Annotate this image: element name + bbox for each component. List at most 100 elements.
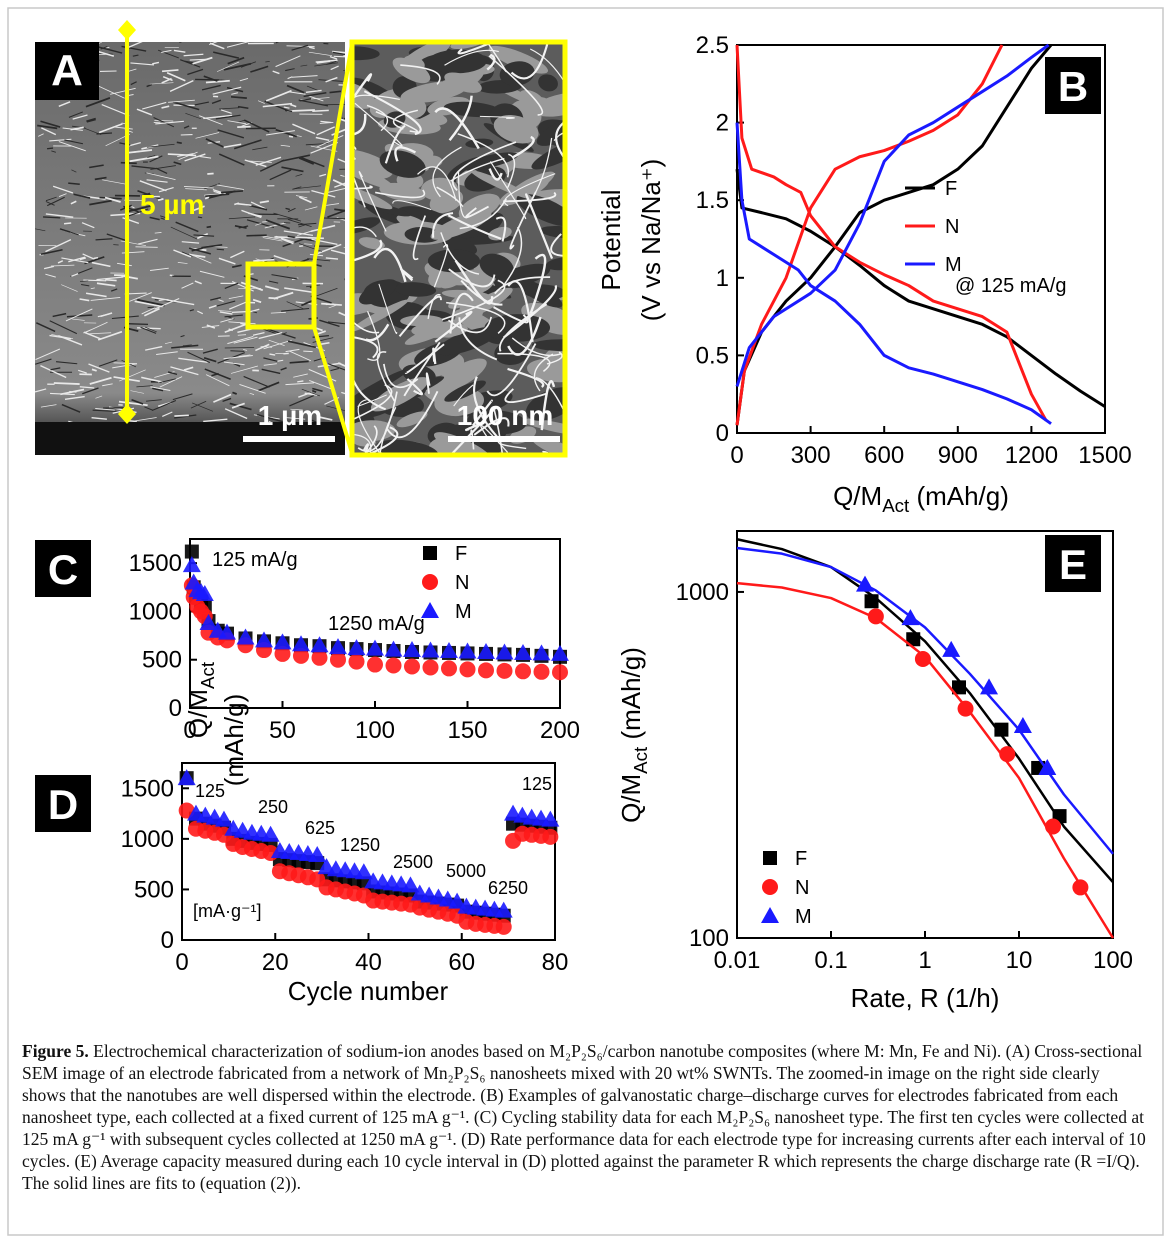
x-tick-label: 20 (262, 949, 289, 976)
legend-label-part: M (945, 254, 962, 276)
y-axis-label: Q/MAct (mAh/g) (616, 647, 651, 823)
marker (868, 608, 884, 624)
y-tick-label: 100 (689, 925, 729, 952)
fiber (276, 31, 303, 43)
legend-label-part: N (795, 877, 809, 899)
fiber (47, 148, 53, 149)
y-tick-label: 500 (142, 647, 182, 674)
marker (980, 678, 998, 694)
x-axis-label-part: Act (882, 495, 910, 516)
y-axis-label: (mAh/g) (219, 694, 249, 786)
marker (1014, 717, 1032, 733)
x-tick-label: 0 (730, 442, 743, 469)
caption-label: Figure 5. (22, 1041, 89, 1061)
x-tick-label: 100 (355, 717, 395, 744)
legend-label-part: M (795, 906, 812, 928)
marker (515, 663, 531, 679)
marker (423, 659, 439, 675)
legend-marker (763, 851, 777, 865)
y-axis-label-part: (mAh/g) (219, 694, 249, 786)
x-tick-label: 1500 (1078, 442, 1131, 469)
x-axis-label-part: Rate, R (1/h) (851, 983, 1000, 1013)
scalebar (448, 436, 560, 442)
fiber (135, 247, 157, 248)
x-tick-label: 900 (938, 442, 978, 469)
marker (958, 701, 974, 717)
scalebar (243, 436, 335, 442)
legend-label: N (455, 572, 469, 594)
x-axis-label-part: Cycle number (288, 976, 449, 1006)
annotation: 125 mA/g (212, 549, 298, 571)
marker (496, 919, 512, 935)
legend-label-part: N (455, 572, 469, 594)
x-tick-label: 50 (269, 717, 296, 744)
scalebar-label: 1 µm (258, 400, 322, 431)
y-axis-label: Potential (596, 189, 626, 290)
y-axis-label-part: (V vs Na/Na⁺) (636, 159, 666, 322)
fiber (54, 383, 80, 384)
x-axis-label: Rate, R (1/h) (851, 983, 1000, 1013)
fiber (64, 223, 71, 224)
y-axis-label-part: Q/M (616, 774, 646, 823)
fiber (299, 246, 303, 247)
fiber (126, 324, 148, 325)
legend-marker (423, 546, 437, 560)
annotation: 5000 (446, 861, 486, 881)
fit-line (737, 583, 1113, 938)
x-axis-label: Cycle number (288, 976, 449, 1006)
x-axis-label-part: Q/M (833, 481, 882, 511)
marker (856, 576, 874, 592)
marker (349, 654, 365, 670)
y-tick-label: 1000 (676, 579, 729, 606)
annotation: [mA·g⁻¹] (193, 901, 262, 921)
curve (737, 45, 1051, 425)
y-tick-label: 0 (716, 420, 729, 447)
fit-line (737, 548, 1113, 854)
panel-label: E (1059, 541, 1087, 588)
scale-text: 5 µm (140, 189, 204, 220)
y-tick-label: 1500 (129, 550, 182, 577)
caption-text: Electrochemical characterization of sodi… (22, 1041, 1146, 1193)
y-axis-label-part: (mAh/g) (616, 647, 646, 747)
fiber (262, 222, 267, 223)
y-tick-label: 0 (169, 695, 182, 722)
fiber (269, 298, 279, 299)
x-tick-label: 10 (1006, 947, 1033, 974)
y-tick-label: 1500 (121, 775, 174, 802)
y-axis-label-part: Potential (596, 189, 626, 290)
legend-marker (762, 879, 778, 895)
fiber (174, 415, 188, 416)
x-axis-label: Q/MAct (mAh/g) (833, 481, 1009, 516)
annotation: 1250 (340, 835, 380, 855)
legend-label: M (795, 906, 812, 928)
marker (865, 594, 879, 608)
y-tick-label: 1.5 (696, 187, 729, 214)
fiber (217, 249, 224, 250)
marker (534, 664, 550, 680)
x-tick-label: 0 (175, 949, 188, 976)
annotation: 625 (305, 818, 335, 838)
y-tick-label: 0 (161, 927, 174, 954)
annotation: 250 (258, 797, 288, 817)
fiber (334, 56, 346, 57)
panel-label: C (48, 546, 78, 593)
y-tick-label: 500 (134, 876, 174, 903)
y-tick-label: 0.5 (696, 342, 729, 369)
annotation: 2500 (393, 852, 433, 872)
legend-label: F (455, 543, 467, 565)
x-tick-label: 200 (540, 717, 580, 744)
annotation: 125 (522, 774, 552, 794)
fiber (105, 280, 116, 281)
marker (542, 829, 558, 845)
fiber (303, 351, 312, 352)
marker (1045, 818, 1061, 834)
legend-label-part: F (795, 848, 807, 870)
page: 5 µm1 µm100 nmA03006009001200150000.511.… (0, 0, 1171, 1249)
x-axis-label-part: (mAh/g) (909, 481, 1009, 511)
fiber (177, 142, 182, 143)
x-tick-label: 600 (864, 442, 904, 469)
y-axis-label: (V vs Na/Na⁺) (636, 159, 666, 322)
fiber (230, 351, 244, 352)
y-axis-label-part: Act (630, 746, 651, 774)
plot-frame (737, 531, 1113, 938)
